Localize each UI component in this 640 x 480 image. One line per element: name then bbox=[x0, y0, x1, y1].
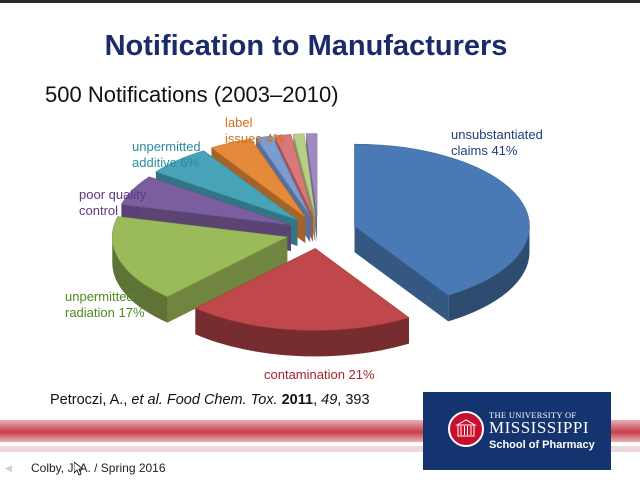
pie-slice-4 bbox=[155, 150, 298, 221]
pie-slice-1 bbox=[194, 248, 410, 331]
pie-slice-side-0-1 bbox=[354, 226, 449, 322]
logo-line-1: THE UNIVERSITY OF bbox=[489, 410, 577, 420]
pie-slice-wall-2-0 bbox=[112, 236, 168, 323]
pie-label-0: unsubstantiated claims 41% bbox=[451, 127, 543, 158]
citation-etal: et al. bbox=[131, 392, 163, 408]
pie-label-2: unpermitted radiation 17% bbox=[65, 289, 145, 320]
decorative-pink-band bbox=[0, 446, 640, 452]
logo-line-2: MISSISSIPPI bbox=[489, 418, 589, 437]
slide-title: Notification to Manufacturers bbox=[104, 30, 508, 62]
back-arrow-icon[interactable]: ◀ bbox=[5, 463, 12, 473]
pie-slice-9 bbox=[305, 133, 318, 216]
citation-volume: 49 bbox=[321, 392, 338, 408]
university-logo: THE UNIVERSITY OF MISSISSIPPI School of … bbox=[423, 392, 611, 470]
citation-authors: Petroczi, A., bbox=[50, 392, 132, 408]
pie-label-4: unpermitted additive 6% bbox=[132, 139, 201, 170]
pie-label-3: poor quality control 6% bbox=[79, 187, 147, 218]
mouse-cursor-icon bbox=[74, 462, 84, 476]
top-border bbox=[0, 0, 640, 3]
logo-line-3: School of Pharmacy bbox=[489, 439, 595, 451]
citation-sep-2: , bbox=[313, 392, 322, 408]
pie-label-5: label issues 4% bbox=[225, 115, 285, 146]
pie-slice-wall-0-0 bbox=[448, 226, 530, 322]
citation-year: 2011 bbox=[281, 392, 314, 408]
pie-slice-6 bbox=[255, 135, 311, 217]
pie-slice-3 bbox=[120, 176, 291, 226]
lyceum-seal-icon bbox=[448, 411, 484, 447]
slide-subtitle: 500 Notifications (2003–2010) bbox=[45, 82, 339, 107]
citation-journal: Food Chem. Tox. bbox=[162, 392, 278, 408]
pie-slice-wall-1-0 bbox=[195, 308, 409, 357]
citation: Petroczi, A., et al. Food Chem. Tox. 201… bbox=[50, 392, 370, 408]
slide-footer: Colby, J. A. / Spring 2016 bbox=[31, 461, 166, 475]
pie-slice-7 bbox=[274, 134, 314, 216]
pie-slice-5 bbox=[210, 138, 306, 218]
pie-slice-8 bbox=[292, 133, 316, 216]
citation-sep-3: , bbox=[337, 392, 346, 408]
citation-page: 393 bbox=[345, 392, 370, 408]
pie-slice-0 bbox=[354, 143, 530, 296]
pie-slice-2 bbox=[111, 216, 289, 298]
pie-label-1: contamination 21% bbox=[264, 367, 375, 382]
